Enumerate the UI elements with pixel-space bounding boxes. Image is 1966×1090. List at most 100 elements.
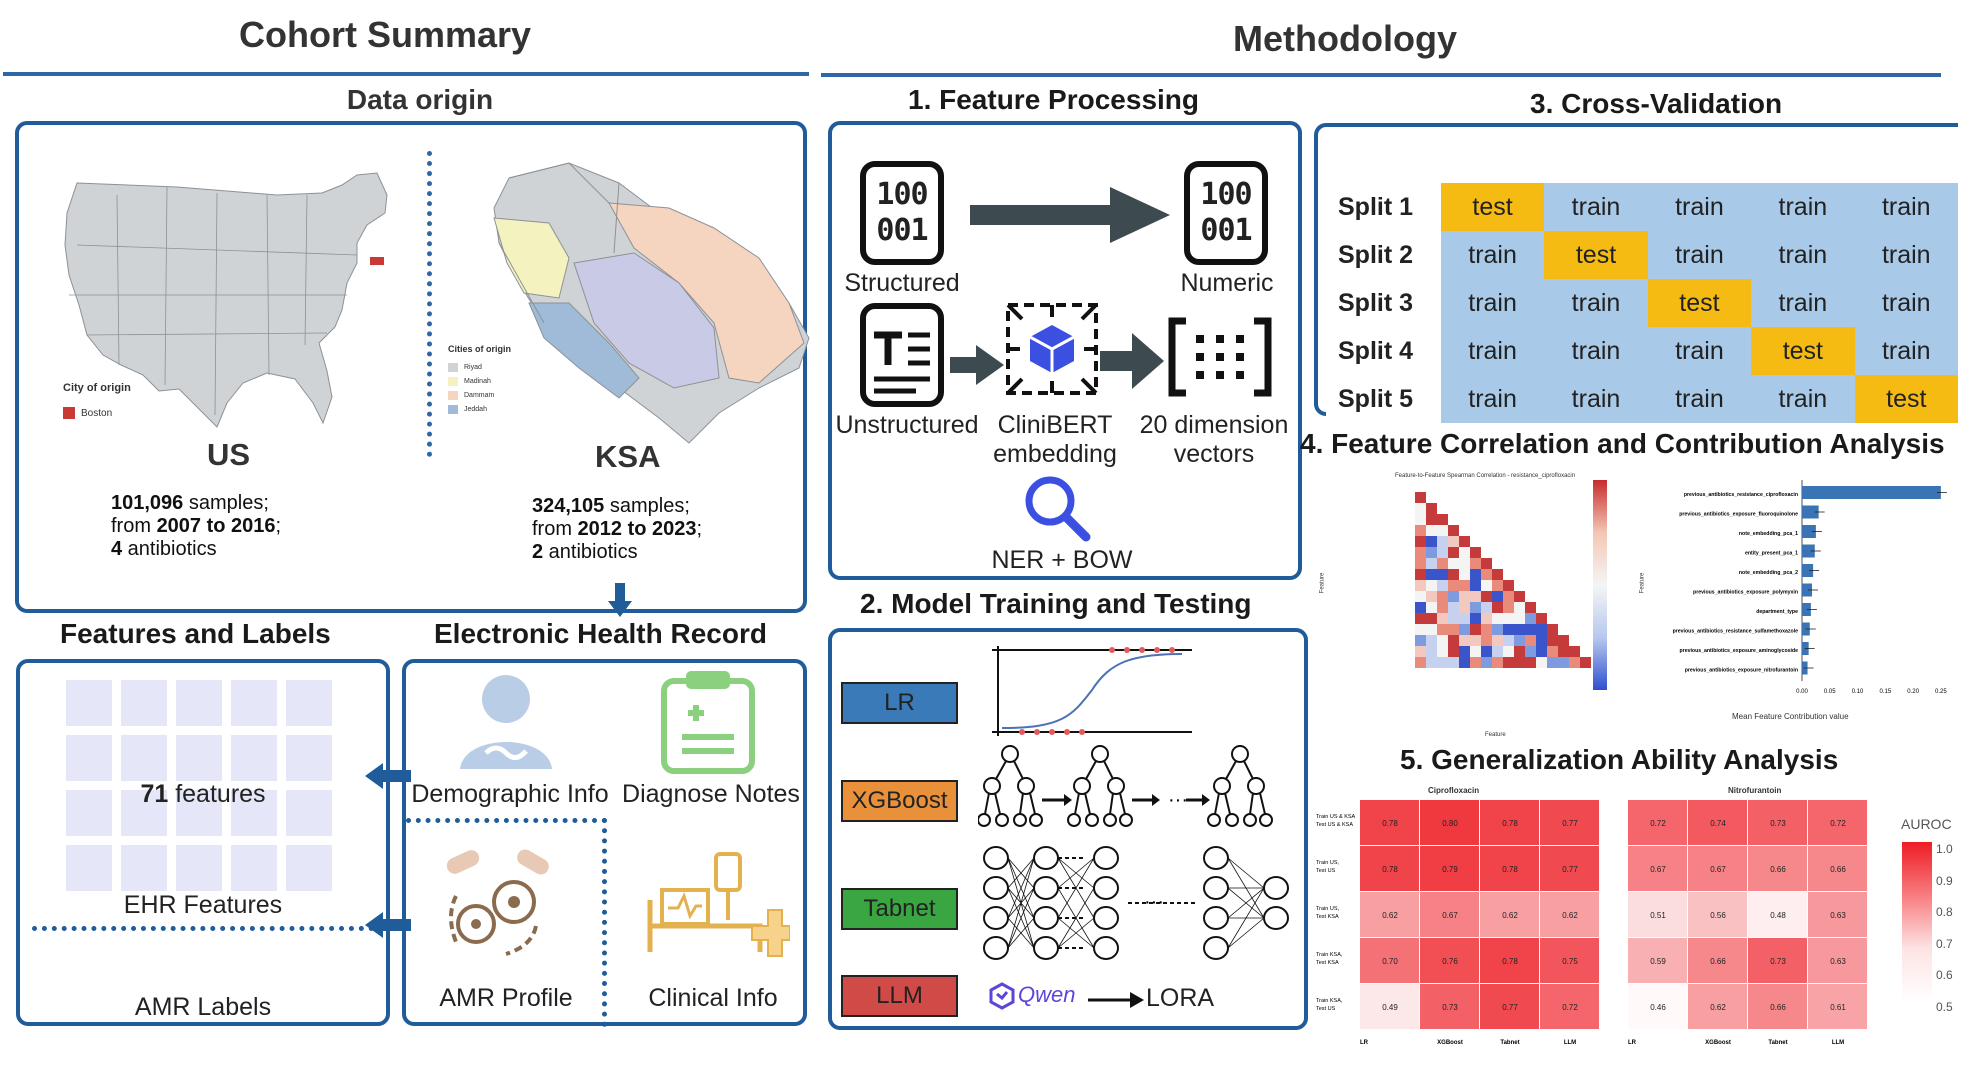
fc-heat-cell [1470,580,1481,591]
fc-heat-cell [1448,646,1459,657]
ksa-samples-count: 324,105 [532,495,605,517]
fc-heat-cell [1448,613,1459,624]
ksa-abx: antibiotics [543,541,638,563]
ga-cell-value: 0.66 [1770,1003,1786,1012]
tree-ensemble: ··· [978,745,1273,827]
fc-heat-cell [1492,591,1503,602]
fc-heat-cell [1470,547,1481,558]
cv-cell: train [1854,231,1958,279]
ga-cell-value: 0.66 [1830,865,1846,874]
ga-col-label: LR [1360,1040,1369,1046]
fc-bar-tick: 0.20 [1907,689,1919,695]
ga-cell-value: 0.76 [1442,957,1458,966]
ga-cell-value: 0.63 [1830,957,1846,966]
fc-bar-label: previous_antibiotics_resistance_ciproflo… [1684,492,1798,498]
ga-cell [1480,800,1539,845]
fc-heat-cell [1437,580,1448,591]
cv-cell: train [1854,279,1958,327]
ga-cell [1688,892,1747,937]
structured-icon [860,161,944,265]
amr-profile-label: AMR Profile [439,984,573,1012]
fc-bar-ylabel: Feature [1639,572,1646,594]
cv-table: Split 1 test train train train train Spl… [1326,183,1958,423]
us-samples-count: 101,096 [111,492,184,514]
ga-colorbar-tick: 0.6 [1936,968,1953,982]
fc-heat-cell [1459,646,1470,657]
demographic-label: Demographic Info [411,780,609,808]
fc-heat-cell [1470,624,1481,635]
logistic-curve [992,646,1192,736]
fc-barchart: previous_antibiotics_resistance_ciproflo… [1673,480,1947,695]
cv-cell: train [1854,183,1958,231]
unstructured-label: Unstructured [835,411,979,439]
fc-bar-label: entity_present_pca_1 [1745,551,1798,557]
ehr-box: Demographic Info Diagnose Notes AMR Prof… [402,659,807,1027]
fc-heat-cell [1426,646,1437,657]
fc-heat-cell [1503,646,1514,657]
ga-cell [1480,938,1539,983]
ga-nitro-title: Nitrofurantoin [1728,786,1782,795]
ksa-legend: Riyad Madinah Dammam Jeddah [448,360,494,416]
fc-heat-cell [1547,624,1558,635]
ga-cell-value: 0.70 [1382,957,1398,966]
fc-heat-cell [1514,602,1525,613]
ga-cell [1808,984,1867,1029]
fc-heat-cell [1492,580,1503,591]
fc-heat-cell [1547,657,1558,668]
fc-heat-cell [1437,635,1448,646]
ga-cell [1628,892,1687,937]
fc-heat-cell [1426,602,1437,613]
us-map [64,172,388,428]
us-years: 2007 to 2016 [156,515,276,537]
fc-heat-cell [1536,635,1547,646]
ksa-legend-dammam: Dammam [464,391,495,399]
feature-grid [66,680,336,902]
fc-heat-cell [1459,558,1470,569]
fc-heat-cell [1437,657,1448,668]
data-origin-title: Data origin [346,84,494,115]
fc-heat-cell [1481,580,1492,591]
fc-heat-cell [1503,613,1514,624]
fc-heat-cell [1525,635,1536,646]
lora-arrow-icon [1088,992,1144,1008]
fc-heat-cell [1459,613,1470,624]
ga-cell-value: 0.78 [1382,819,1398,828]
vector-icon [1168,317,1272,397]
fc-heat-cell [1503,591,1514,602]
ga-cell-value: 0.67 [1710,865,1726,874]
cv-cell: train [1440,279,1545,327]
fc-bar-tick: 0.10 [1852,689,1864,695]
ga-row-label: Test US [1316,868,1336,874]
fc-bar-label: previous_antibiotics_resistance_sulfamet… [1673,629,1799,635]
fc-heat-cell [1448,580,1459,591]
fp-title: 1. Feature Processing [908,84,1200,115]
fc-heat-cell [1492,635,1503,646]
fc-heat-cell [1448,657,1459,668]
ga-colorbar-ticks: 1.0 0.9 0.8 0.7 0.6 0.5 [1936,834,1964,1014]
fc-heat-cell [1437,558,1448,569]
lora-label: LORA [1146,984,1215,1012]
fc-heat-cell [1415,624,1426,635]
us-abx: antibiotics [122,538,217,560]
fc-bar-label: note_embedding_pca_1 [1739,531,1798,537]
numeric-digits-1: 100 [1200,177,1252,212]
ga-row-label: Train US, [1316,906,1339,912]
fc-heat-cell [1437,646,1448,657]
ga-cell [1360,846,1419,891]
fc-heat-cell [1448,547,1459,558]
ga-col-label: LLM [1832,1040,1844,1046]
embedding-cube-icon [1006,303,1098,395]
ga-cell [1420,846,1479,891]
us-caption: US [207,437,251,472]
fc-heat-cell [1547,635,1558,646]
ga-cell [1420,938,1479,983]
ga-cell-value: 0.56 [1710,911,1726,920]
model-llm: LLM [841,975,958,1017]
cv-box: Split 1 test train train train train Spl… [1314,123,1958,423]
methodology-title: Methodology [1233,18,1457,59]
fc-heat-cell [1525,646,1536,657]
fc-heat-cell [1470,635,1481,646]
fc-heat-title: Feature-to-Feature Spearman Correlation … [1395,473,1576,479]
fc-heat-cell [1426,635,1437,646]
cv-cell: train [1751,375,1855,423]
